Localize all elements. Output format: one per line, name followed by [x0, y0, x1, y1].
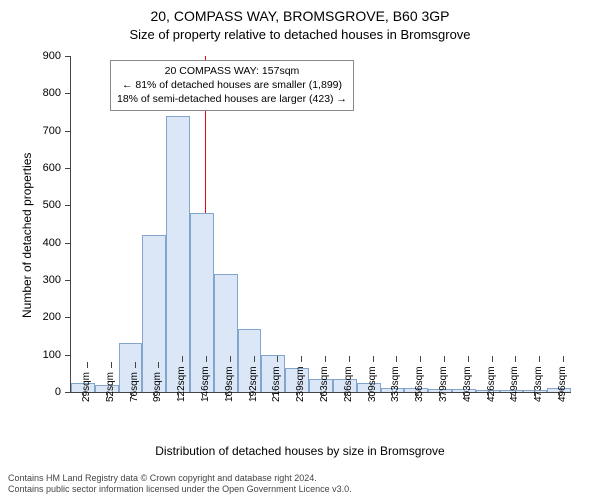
chart-title: 20, COMPASS WAY, BROMSGROVE, B60 3GP [0, 8, 600, 24]
x-tick-mark [535, 392, 536, 398]
histogram-bar [166, 116, 190, 392]
x-tick-mark [511, 392, 512, 398]
x-tick-mark [416, 392, 417, 398]
y-tick: 400 [43, 237, 71, 249]
x-tick-mark [345, 392, 346, 398]
y-tick: 800 [43, 87, 71, 99]
x-tick-mark [559, 392, 560, 398]
x-tick-mark [131, 392, 132, 398]
y-tick: 900 [43, 50, 71, 62]
reference-legend: 20 COMPASS WAY: 157sqm ← 81% of detached… [110, 60, 354, 111]
x-tick-mark [488, 392, 489, 398]
footer-line-2: Contains public sector information licen… [8, 484, 592, 496]
x-tick-mark [83, 392, 84, 398]
legend-line-1: 20 COMPASS WAY: 157sqm [117, 64, 347, 78]
y-tick: 0 [55, 386, 71, 398]
footer-attribution: Contains HM Land Registry data © Crown c… [8, 473, 592, 496]
y-tick: 600 [43, 162, 71, 174]
histogram-bar [142, 235, 166, 392]
x-axis-label: Distribution of detached houses by size … [0, 444, 600, 458]
x-tick-mark [321, 392, 322, 398]
histogram-bar [190, 213, 214, 392]
y-axis-label: Number of detached properties [20, 153, 34, 318]
x-tick-mark [250, 392, 251, 398]
x-tick-mark [464, 392, 465, 398]
x-tick-mark [178, 392, 179, 398]
y-tick: 500 [43, 199, 71, 211]
y-tick: 200 [43, 311, 71, 323]
x-tick-mark [107, 392, 108, 398]
chart-subtitle: Size of property relative to detached ho… [0, 27, 600, 42]
x-tick-mark [440, 392, 441, 398]
x-tick-mark [273, 392, 274, 398]
y-tick: 100 [43, 349, 71, 361]
footer-line-1: Contains HM Land Registry data © Crown c… [8, 473, 592, 485]
x-tick-mark [392, 392, 393, 398]
chart-container: 20, COMPASS WAY, BROMSGROVE, B60 3GP Siz… [0, 0, 600, 500]
x-tick-mark [369, 392, 370, 398]
x-tick-mark [297, 392, 298, 398]
x-tick-mark [226, 392, 227, 398]
x-tick-mark [202, 392, 203, 398]
legend-line-2: ← 81% of detached houses are smaller (1,… [117, 78, 347, 92]
legend-line-3: 18% of semi-detached houses are larger (… [117, 92, 347, 106]
y-tick: 300 [43, 274, 71, 286]
x-tick-mark [154, 392, 155, 398]
y-tick: 700 [43, 125, 71, 137]
